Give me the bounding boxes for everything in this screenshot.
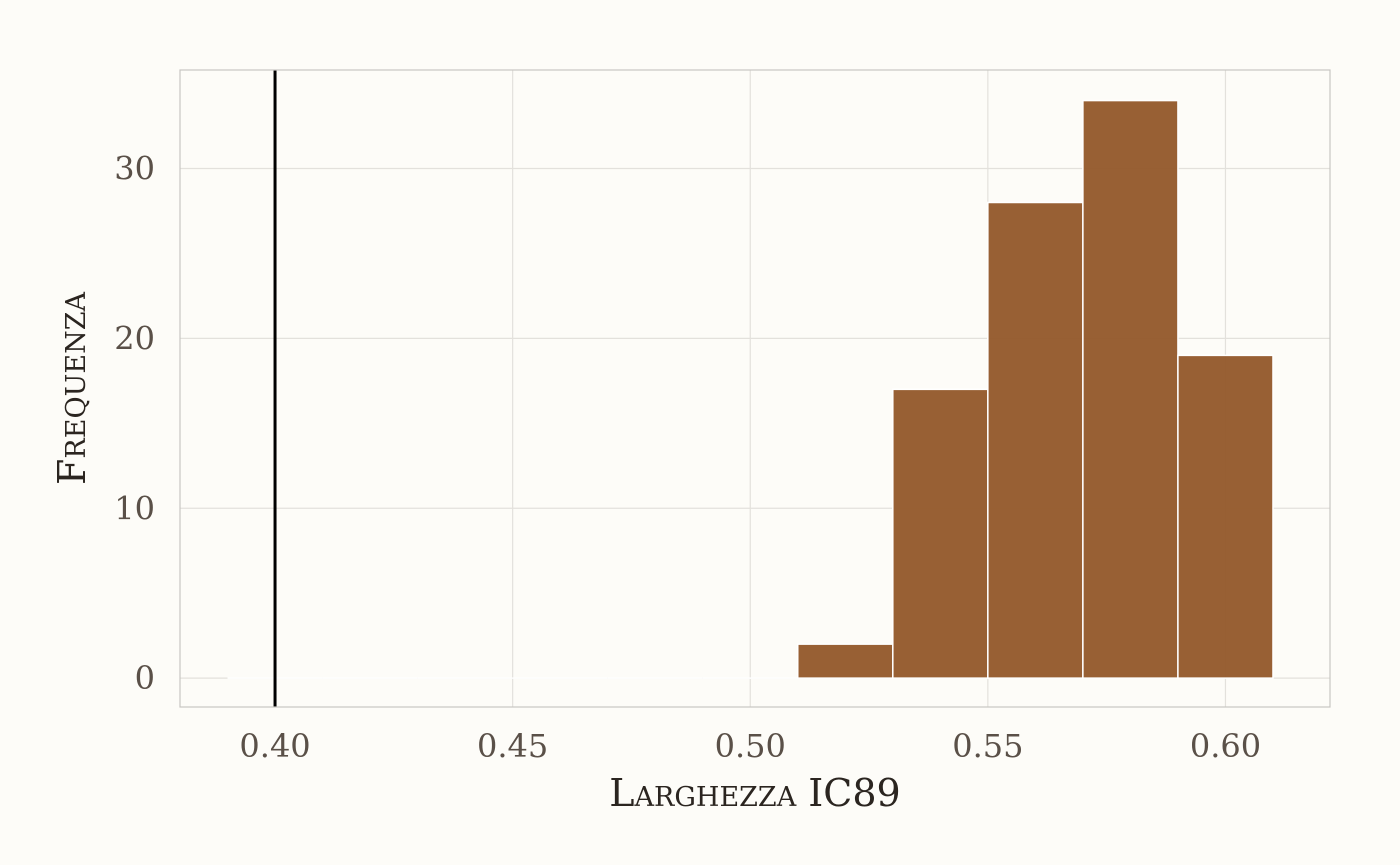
plot-panel-border bbox=[179, 69, 1331, 708]
y-axis-tick-labels: 0 10 20 30 bbox=[114, 150, 155, 698]
histogram-bar bbox=[1177, 354, 1274, 679]
x-tick-label: 0.55 bbox=[952, 727, 1023, 765]
histogram-bar bbox=[797, 643, 894, 679]
x-axis-tick-labels: 0.40 0.45 0.50 0.55 0.60 bbox=[239, 727, 1261, 765]
histogram-bar bbox=[892, 388, 989, 679]
y-tick-label: 10 bbox=[114, 489, 155, 527]
histogram-bar bbox=[987, 201, 1084, 679]
x-tick-label: 0.50 bbox=[715, 727, 786, 765]
x-tick-label: 0.60 bbox=[1190, 727, 1261, 765]
histogram-bars bbox=[227, 99, 1274, 679]
x-tick-label: 0.40 bbox=[239, 727, 310, 765]
x-tick-label: 0.45 bbox=[477, 727, 548, 765]
y-axis-title: Frequenza bbox=[50, 292, 94, 485]
y-tick-label: 0 bbox=[135, 659, 155, 697]
x-axis-title: Larghezza IC89 bbox=[609, 771, 900, 815]
y-tick-label: 30 bbox=[114, 150, 155, 188]
y-tick-label: 20 bbox=[114, 319, 155, 357]
histogram-bar bbox=[1082, 99, 1179, 679]
